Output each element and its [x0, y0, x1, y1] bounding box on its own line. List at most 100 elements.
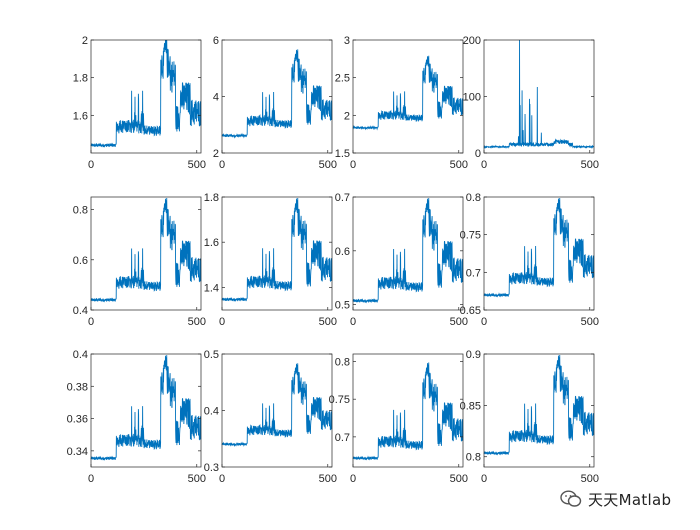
x-tick-label: 500 — [319, 473, 337, 485]
series-line — [90, 355, 202, 461]
subplot-11: 0.7 0.75 0.8 0 500 — [329, 353, 468, 485]
series-line — [483, 198, 595, 298]
y-tick-label: 0.34 — [67, 446, 88, 458]
y-tick-label: 0.38 — [67, 381, 88, 393]
y-tick-label: 200 — [463, 35, 481, 47]
x-tick-label: 0 — [350, 159, 356, 171]
axes-box — [483, 353, 595, 468]
x-tick-label: 0 — [481, 316, 487, 328]
axes-box — [221, 196, 333, 311]
x-tick-label: 500 — [450, 159, 468, 171]
subplot-7: 0.5 0.6 0.7 0 500 — [335, 192, 468, 328]
series-line — [221, 363, 333, 448]
x-tick-label: 0 — [481, 473, 487, 485]
subplot-4: 0 100 200 0 500 — [463, 35, 599, 171]
y-tick-label: 3 — [344, 35, 350, 47]
y-tick-label: 1.4 — [204, 282, 219, 294]
axes-box — [90, 196, 202, 311]
watermark: 天天Matlab — [560, 486, 671, 512]
series-line — [352, 198, 464, 304]
y-tick-label: 6 — [213, 35, 219, 47]
y-tick-label: 0.85 — [460, 400, 481, 412]
y-tick-label: 0 — [475, 148, 481, 160]
series-line — [352, 55, 464, 131]
y-tick-label: 1.5 — [335, 148, 350, 160]
subplot-3: 1.5 2 2.5 3 0 500 — [335, 35, 468, 171]
subplot-5: 0.4 0.6 0.8 0 500 — [73, 196, 206, 328]
x-tick-label: 500 — [450, 473, 468, 485]
x-tick-label: 0 — [350, 316, 356, 328]
y-tick-label: 0.6 — [335, 246, 350, 258]
y-tick-label: 0.7 — [335, 432, 350, 444]
y-tick-label: 4 — [213, 92, 219, 104]
x-tick-label: 500 — [188, 473, 206, 485]
series-line — [221, 49, 333, 139]
axes-box — [90, 353, 202, 468]
x-tick-label: 500 — [450, 316, 468, 328]
x-tick-label: 0 — [481, 159, 487, 171]
y-tick-label: 0.5 — [204, 349, 219, 361]
x-tick-label: 500 — [188, 159, 206, 171]
y-tick-label: 0.8 — [73, 205, 88, 217]
series-line — [90, 198, 202, 303]
x-tick-label: 0 — [88, 473, 94, 485]
y-tick-label: 1.6 — [204, 237, 219, 249]
axes-box — [352, 196, 464, 311]
x-tick-label: 500 — [319, 159, 337, 171]
y-tick-label: 2 — [82, 35, 88, 47]
y-tick-label: 0.4 — [73, 305, 88, 317]
series-line — [352, 362, 464, 461]
y-tick-label: 1.6 — [73, 110, 88, 122]
series-line — [90, 39, 202, 149]
y-tick-label: 0.36 — [67, 414, 88, 426]
axes-box — [90, 39, 202, 154]
y-tick-label: 0.9 — [466, 349, 481, 361]
series-line — [221, 198, 333, 303]
y-tick-label: 0.65 — [460, 305, 481, 317]
x-tick-label: 0 — [350, 473, 356, 485]
x-tick-label: 0 — [88, 159, 94, 171]
y-tick-label: 0.8 — [335, 357, 350, 369]
y-tick-label: 0.3 — [204, 462, 219, 474]
x-tick-label: 500 — [581, 316, 599, 328]
x-tick-label: 0 — [219, 159, 225, 171]
x-tick-label: 500 — [188, 316, 206, 328]
y-tick-label: 1.8 — [73, 73, 88, 85]
x-tick-label: 0 — [219, 316, 225, 328]
y-tick-label: 0.8 — [466, 452, 481, 464]
x-tick-label: 0 — [219, 473, 225, 485]
y-tick-label: 2 — [213, 148, 219, 160]
y-tick-label: 0.4 — [204, 406, 219, 418]
y-tick-label: 0.7 — [335, 192, 350, 204]
series-line — [483, 355, 595, 456]
y-tick-label: 100 — [463, 92, 481, 104]
axes-box — [352, 353, 464, 468]
axes-box — [483, 196, 595, 311]
y-tick-label: 0.5 — [335, 300, 350, 312]
y-tick-label: 0.8 — [466, 192, 481, 204]
series-line — [483, 39, 594, 150]
y-tick-label: 0.75 — [329, 394, 350, 406]
x-tick-label: 500 — [581, 159, 599, 171]
subplot-9: 0.34 0.36 0.38 0.4 0 500 — [67, 349, 206, 485]
y-tick-label: 0.75 — [460, 230, 481, 242]
x-tick-label: 500 — [319, 316, 337, 328]
y-tick-label: 0.7 — [466, 267, 481, 279]
y-tick-label: 1.8 — [204, 192, 219, 204]
y-tick-label: 0.4 — [73, 349, 88, 361]
subplot-8: 0.65 0.7 0.75 0.8 0 500 — [460, 192, 599, 328]
wechat-icon — [560, 490, 582, 507]
subplot-12: 0.8 0.85 0.9 0 500 — [460, 349, 599, 485]
y-tick-label: 2.5 — [335, 73, 350, 85]
subplot-6: 1.4 1.6 1.8 0 500 — [204, 192, 337, 328]
subplot-10: 0.3 0.4 0.5 0 500 — [204, 349, 337, 485]
axes-box — [352, 39, 464, 154]
subplot-1: 1.6 1.8 2 0 500 — [73, 35, 206, 171]
subplot-2: 2 4 6 0 500 — [213, 35, 337, 171]
watermark-text: 天天Matlab — [588, 490, 672, 509]
y-tick-label: 0.6 — [73, 255, 88, 267]
x-tick-label: 0 — [88, 316, 94, 328]
axes-box — [483, 39, 595, 154]
